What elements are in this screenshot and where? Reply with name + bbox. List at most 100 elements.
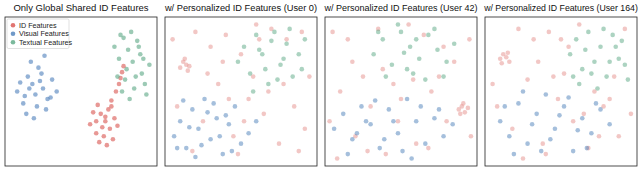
- point: [126, 47, 131, 52]
- point: [411, 71, 416, 76]
- point: [350, 137, 355, 142]
- point: [182, 56, 187, 61]
- point: [580, 116, 585, 121]
- point: [626, 77, 631, 82]
- point: [502, 104, 507, 109]
- point: [224, 33, 229, 38]
- point: [187, 64, 192, 69]
- point: [368, 122, 373, 127]
- point: [41, 86, 46, 91]
- point: [531, 37, 536, 42]
- point: [405, 67, 410, 72]
- point: [613, 45, 618, 50]
- point: [231, 134, 236, 139]
- point: [269, 39, 274, 44]
- point: [262, 112, 267, 117]
- point: [350, 59, 355, 64]
- point: [441, 74, 446, 79]
- point: [536, 59, 541, 64]
- point: [376, 30, 381, 35]
- point: [463, 110, 468, 115]
- point: [607, 97, 612, 102]
- point: [172, 134, 177, 139]
- point: [411, 77, 416, 82]
- point: [506, 50, 511, 55]
- point: [399, 97, 404, 102]
- point: [450, 122, 455, 127]
- point: [284, 37, 289, 42]
- point: [242, 45, 247, 50]
- point: [143, 82, 148, 87]
- point: [254, 22, 259, 27]
- point: [346, 37, 351, 42]
- point: [108, 126, 113, 131]
- point: [29, 59, 34, 64]
- point: [115, 123, 120, 128]
- point: [623, 27, 628, 32]
- point: [466, 106, 471, 111]
- legend: ID FeaturesVisual FeaturesTextual Featur…: [7, 19, 73, 49]
- point: [190, 149, 195, 154]
- point: [205, 110, 210, 115]
- point: [292, 104, 297, 109]
- point: [257, 37, 262, 42]
- point: [597, 134, 602, 139]
- point: [507, 134, 512, 139]
- point: [193, 30, 198, 35]
- point: [499, 61, 504, 66]
- point: [547, 30, 552, 35]
- point: [124, 67, 129, 72]
- point: [303, 126, 308, 131]
- point: [335, 156, 340, 161]
- point: [186, 68, 191, 73]
- point: [111, 137, 116, 142]
- point: [170, 37, 175, 42]
- point: [498, 119, 503, 124]
- point: [623, 62, 628, 67]
- point: [426, 146, 431, 151]
- point: [461, 101, 466, 106]
- point: [521, 89, 526, 94]
- point: [396, 131, 401, 136]
- point: [406, 22, 411, 27]
- point: [260, 52, 265, 57]
- point: [437, 107, 442, 112]
- point: [402, 50, 407, 55]
- point: [361, 74, 366, 79]
- point: [97, 140, 102, 145]
- point: [387, 107, 392, 112]
- point: [458, 112, 463, 117]
- point: [391, 119, 396, 124]
- point: [18, 80, 23, 85]
- point: [114, 89, 119, 94]
- legend-marker: [11, 31, 16, 36]
- point: [214, 116, 219, 121]
- point: [133, 74, 138, 79]
- point: [296, 149, 301, 154]
- point: [553, 126, 558, 131]
- point: [610, 33, 615, 38]
- point: [441, 134, 446, 139]
- point: [220, 152, 225, 157]
- point: [227, 122, 232, 127]
- point: [290, 74, 295, 79]
- point: [341, 112, 346, 117]
- point: [616, 56, 621, 61]
- point: [432, 116, 437, 121]
- point: [95, 103, 100, 108]
- point: [557, 113, 562, 118]
- point: [199, 143, 204, 148]
- point: [33, 92, 38, 97]
- point: [94, 131, 99, 136]
- point: [380, 37, 385, 42]
- point: [42, 53, 47, 58]
- point: [248, 71, 253, 76]
- point: [390, 62, 395, 67]
- point: [24, 112, 29, 117]
- point: [103, 119, 108, 124]
- point: [444, 59, 449, 64]
- point: [409, 156, 414, 161]
- point: [127, 97, 132, 102]
- point: [510, 126, 515, 131]
- point: [287, 27, 292, 32]
